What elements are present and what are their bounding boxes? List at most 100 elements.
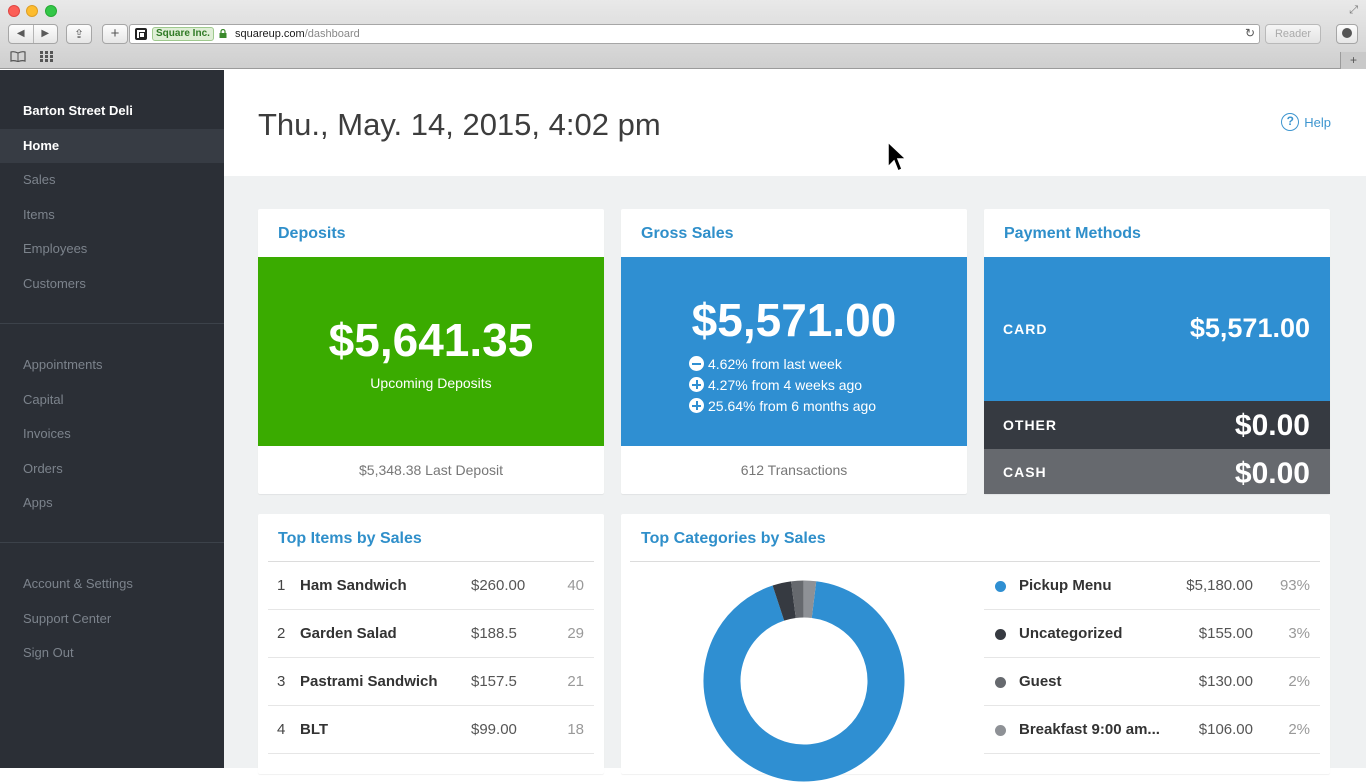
category-row[interactable]: Breakfast 9:00 am... $106.00 2% (984, 706, 1320, 754)
top-sites-icon[interactable] (40, 51, 54, 62)
sidebar-item-invoices[interactable]: Invoices (23, 426, 71, 441)
sidebar-item-customers[interactable]: Customers (23, 276, 86, 291)
forward-icon[interactable]: ▶ (41, 28, 50, 39)
top-categories-title[interactable]: Top Categories by Sales (641, 530, 826, 547)
category-percent: 2% (1288, 721, 1310, 738)
add-bookmark-button[interactable]: + (102, 24, 128, 44)
help-link[interactable]: ? Help (1281, 113, 1331, 131)
category-name: Breakfast 9:00 am... (1019, 721, 1160, 738)
gross-sales-panel: $5,571.00 4.62% from last week 4.27% fro… (621, 257, 967, 446)
category-amount: $106.00 (1198, 721, 1253, 738)
item-name: Garden Salad (300, 625, 397, 642)
deposits-title[interactable]: Deposits (278, 225, 346, 242)
category-name: Uncategorized (1019, 625, 1123, 642)
sidebar-item-capital[interactable]: Capital (23, 392, 64, 407)
nav-divider (0, 542, 224, 543)
item-amount: $157.5 (471, 673, 517, 690)
sidebar-item-apps[interactable]: Apps (23, 495, 53, 510)
category-row[interactable]: Guest $130.00 2% (984, 658, 1320, 706)
transactions-count: 612 Transactions (740, 462, 848, 478)
reload-icon[interactable]: ↻ (1244, 26, 1255, 40)
address-bar[interactable]: Square Inc. squareup.com/dashboard ↻ (129, 24, 1260, 44)
gross-sales-title[interactable]: Gross Sales (641, 225, 734, 242)
table-row[interactable]: 4 BLT $99.00 18 (268, 706, 594, 754)
sidebar-item-employees[interactable]: Employees (23, 241, 88, 256)
item-rank: 4 (277, 721, 286, 738)
minus-circle-icon (689, 356, 704, 371)
change-row: 4.62% from last week (689, 353, 876, 374)
sidebar-item-items[interactable]: Items (23, 207, 55, 222)
gross-sales-amount: $5,571.00 (691, 294, 897, 346)
sidebar: Barton Street Deli Home Sales Items Empl… (0, 70, 224, 768)
table-row[interactable]: 1 Ham Sandwich $260.00 40 (268, 562, 594, 610)
sidebar-item-home[interactable]: Home (0, 129, 224, 163)
category-color-dot (995, 629, 1006, 640)
sidebar-item-sales[interactable]: Sales (23, 172, 56, 187)
item-amount: $260.00 (471, 577, 526, 594)
top-items-card[interactable]: Top Items by Sales 1 Ham Sandwich $260.0… (258, 514, 604, 774)
page-title: Thu., May. 14, 2015, 4:02 pm (258, 107, 661, 142)
item-name: Pastrami Sandwich (300, 673, 438, 690)
category-row[interactable]: Pickup Menu $5,180.00 93% (984, 562, 1320, 610)
sidebar-item-orders[interactable]: Orders (23, 461, 63, 476)
category-percent: 2% (1288, 673, 1310, 690)
table-row[interactable]: 3 Pastrami Sandwich $157.5 21 (268, 658, 594, 706)
bookmarks-icon[interactable] (10, 51, 26, 62)
item-rank: 2 (277, 625, 286, 642)
item-name: Ham Sandwich (300, 577, 407, 594)
donut-slice-pickup-menu (703, 581, 905, 782)
sidebar-item-support-center[interactable]: Support Center (23, 611, 112, 626)
category-row[interactable]: Uncategorized $155.00 3% (984, 610, 1320, 658)
fullscreen-icon[interactable]: ⤢ (1349, 4, 1358, 16)
change-row: 25.64% from 6 months ago (689, 395, 876, 416)
sidebar-item-account-settings[interactable]: Account & Settings (23, 576, 133, 591)
reader-button[interactable]: Reader (1265, 24, 1321, 44)
categories-donut-chart (703, 580, 905, 782)
category-percent: 93% (1279, 577, 1310, 594)
last-deposit: $5,348.38 Last Deposit (359, 462, 503, 478)
help-label: Help (1304, 114, 1331, 130)
item-count: 18 (567, 721, 584, 738)
dashboard-main: Thu., May. 14, 2015, 4:02 pm ? Help Depo… (224, 70, 1366, 782)
change-text: 4.62% from last week (708, 355, 842, 372)
site-identity-badge[interactable]: Square Inc. (152, 27, 214, 41)
payment-row-cash: CASH $0.00 (984, 449, 1330, 494)
new-tab-button[interactable]: + (1340, 52, 1366, 69)
category-amount: $155.00 (1198, 625, 1253, 642)
payment-amount: $0.00 (1234, 409, 1310, 442)
share-button[interactable]: ⇪ (66, 24, 92, 44)
item-rank: 1 (277, 577, 286, 594)
sidebar-item-appointments[interactable]: Appointments (23, 357, 103, 372)
item-count: 40 (567, 577, 584, 594)
sidebar-item-sign-out[interactable]: Sign Out (23, 645, 74, 660)
lock-icon (219, 29, 227, 38)
close-window-button[interactable] (8, 5, 20, 17)
back-icon[interactable]: ◀ (9, 25, 34, 43)
url-text[interactable]: squareup.com/dashboard (235, 27, 360, 42)
deposits-amount: $5,641.35 (328, 314, 534, 366)
minimize-window-button[interactable] (26, 5, 38, 17)
item-amount: $188.5 (471, 625, 517, 642)
category-percent: 3% (1288, 625, 1310, 642)
payment-methods-card[interactable]: Payment Methods CARD $5,571.00 OTHER $0.… (984, 209, 1330, 494)
category-name: Guest (1019, 673, 1062, 690)
table-divider (268, 561, 594, 562)
deposits-card[interactable]: Deposits $5,641.35 Upcoming Deposits $5,… (258, 209, 604, 494)
payment-amount: $5,571.00 (1189, 313, 1310, 343)
browser-toolbar: ⤢ ◀ ▶ ⇪ + Square Inc. squareup.com/dashb… (0, 0, 1366, 69)
top-items-title[interactable]: Top Items by Sales (278, 530, 422, 547)
square-logo-icon (135, 28, 147, 40)
zoom-window-button[interactable] (45, 5, 57, 17)
change-row: 4.27% from 4 weeks ago (689, 374, 876, 395)
downloads-icon[interactable] (1336, 24, 1358, 44)
gross-sales-changes: 4.62% from last week 4.27% from 4 weeks … (689, 353, 876, 416)
table-row[interactable]: 2 Garden Salad $188.5 29 (268, 610, 594, 658)
gross-sales-card[interactable]: Gross Sales $5,571.00 4.62% from last we… (621, 209, 967, 494)
top-categories-card[interactable]: Top Categories by Sales Pickup Menu $5,1… (621, 514, 1330, 782)
change-text: 4.27% from 4 weeks ago (708, 376, 863, 393)
payment-methods-title[interactable]: Payment Methods (1004, 225, 1141, 242)
item-amount: $99.00 (471, 721, 517, 738)
item-count: 21 (567, 673, 584, 690)
deposits-panel: $5,641.35 Upcoming Deposits (258, 257, 604, 446)
category-amount: $5,180.00 (1186, 577, 1253, 594)
